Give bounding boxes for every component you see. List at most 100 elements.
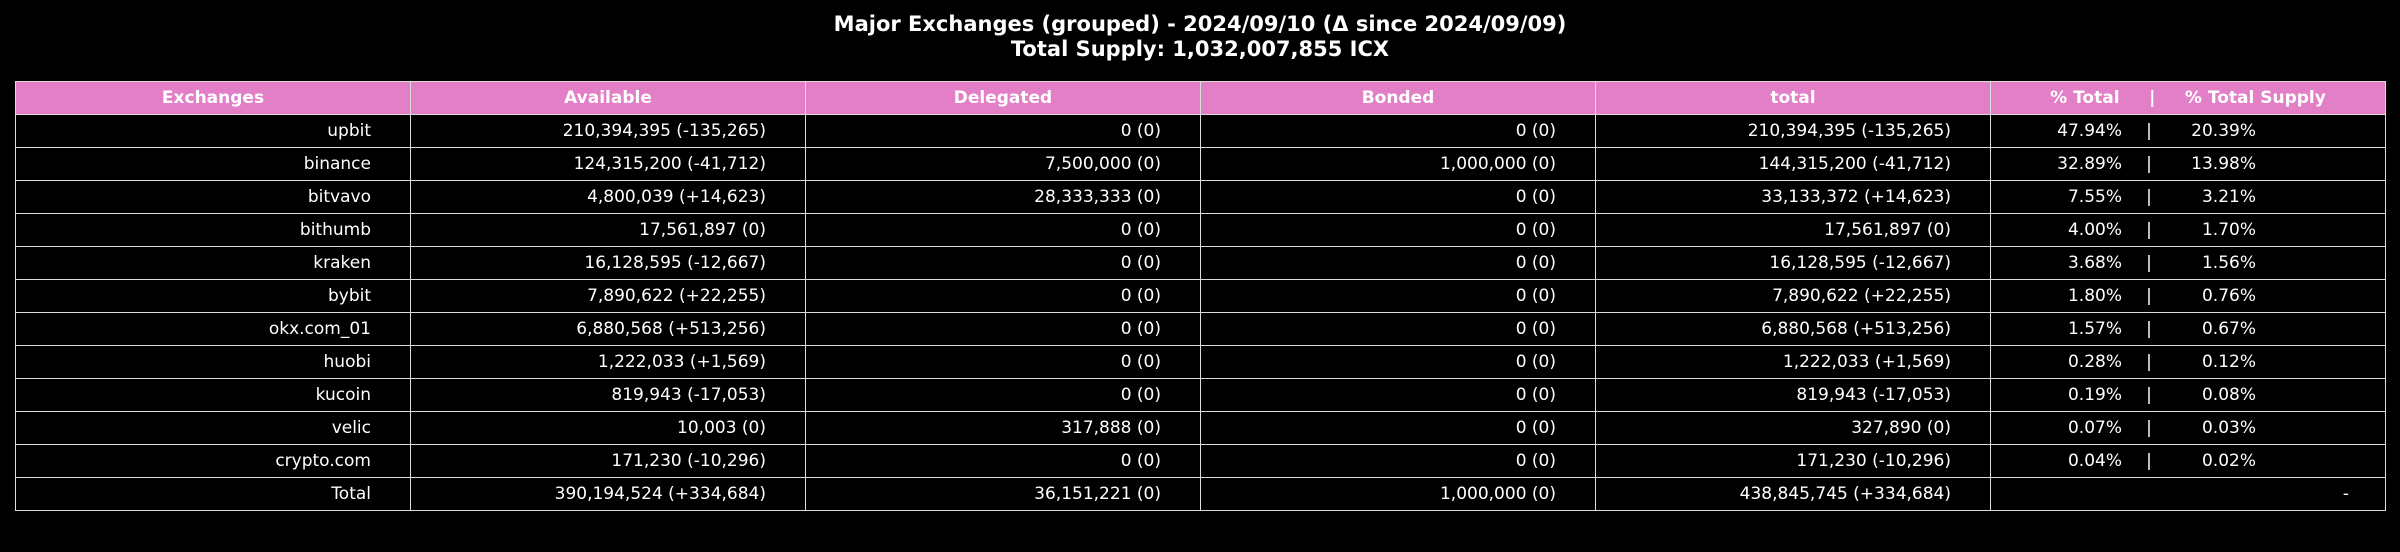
- pct-group: 32.89% | 13.98%: [2032, 154, 2256, 174]
- cell-bonded: 0 (0): [1200, 114, 1596, 148]
- pct-supply-value: 3.21%: [2201, 187, 2256, 207]
- chart-title: Major Exchanges (grouped) - 2024/09/10 (…: [833, 12, 1567, 36]
- cell-delegated: 0 (0): [805, 246, 1201, 280]
- pct-group: 1.80% | 0.76%: [2032, 286, 2256, 306]
- table-row: kraken 16,128,595 (-12,667) 0 (0) 0 (0) 16,1…: [15, 246, 2386, 280]
- pct-group: 0.19% | 0.08%: [2032, 385, 2256, 405]
- table-row: binance 124,315,200 (-41,712) 7,500,000 (0…: [15, 147, 2386, 181]
- pct-supply-value: 1.70%: [2201, 220, 2256, 240]
- cell-delegated: 0 (0): [805, 444, 1201, 478]
- cell-available: 124,315,200 (-41,712): [410, 147, 806, 181]
- cell-delegated: 0 (0): [805, 378, 1201, 412]
- pct-group: 0.07% | 0.03%: [2032, 418, 2256, 438]
- cell-total: 1,222,033 (+1,569): [1595, 345, 1991, 379]
- pct-total-value: 0.19%: [2067, 385, 2122, 405]
- cell-available: 16,128,595 (-12,667): [410, 246, 806, 280]
- pct-separator: |: [2146, 154, 2152, 174]
- pct-group: 0.04% | 0.02%: [2032, 451, 2256, 471]
- table-row: upbit 210,394,395 (-135,265) 0 (0) 0 (0) 210…: [15, 114, 2386, 148]
- col-header-exchanges: Exchanges: [15, 81, 411, 115]
- pct-separator: |: [2146, 418, 2152, 438]
- pct-separator: |: [2146, 121, 2152, 141]
- cell-bonded: 0 (0): [1200, 246, 1596, 280]
- pct-total-value: 1.80%: [2067, 286, 2122, 306]
- pct-separator: |: [2146, 352, 2152, 372]
- table-row: velic 10,003 (0) 317,888 (0) 0 (0) 327,890 (…: [15, 411, 2386, 445]
- col-header-bonded: Bonded: [1200, 81, 1596, 115]
- cell-bonded: 0 (0): [1200, 378, 1596, 412]
- col-header-pct: % Total | % Total Supply: [1990, 81, 2386, 115]
- pct-total-value: 0.07%: [2067, 418, 2122, 438]
- pct-total-value: 3.68%: [2067, 253, 2122, 273]
- cell-exchange: bithumb: [15, 213, 411, 247]
- pct-supply-value: 1.56%: [2201, 253, 2256, 273]
- cell-delegated: 0 (0): [805, 279, 1201, 313]
- total-available: 390,194,524 (+334,684): [410, 477, 806, 511]
- cell-total: 210,394,395 (-135,265): [1595, 114, 1991, 148]
- cell-total: 819,943 (-17,053): [1595, 378, 1991, 412]
- cell-available: 17,561,897 (0): [410, 213, 806, 247]
- cell-delegated: 0 (0): [805, 213, 1201, 247]
- cell-pct: 0.28% | 0.12%: [1990, 345, 2386, 379]
- cell-available: 210,394,395 (-135,265): [410, 114, 806, 148]
- pct-group: 0.28% | 0.12%: [2032, 352, 2256, 372]
- pct-total-value: 32.89%: [2057, 154, 2122, 174]
- pct-separator: |: [2146, 319, 2152, 339]
- pct-total-value: 0.04%: [2067, 451, 2122, 471]
- cell-pct: 32.89% | 13.98%: [1990, 147, 2386, 181]
- pct-supply-value: 0.03%: [2201, 418, 2256, 438]
- cell-exchange: huobi: [15, 345, 411, 379]
- pct-group: 7.55% | 3.21%: [2032, 187, 2256, 207]
- pct-group: 3.68% | 1.56%: [2032, 253, 2256, 273]
- cell-total: 17,561,897 (0): [1595, 213, 1991, 247]
- chart-title-block: Major Exchanges (grouped) - 2024/09/10 (…: [0, 12, 2400, 62]
- cell-total: 171,230 (-10,296): [1595, 444, 1991, 478]
- cell-total: 6,880,568 (+513,256): [1595, 312, 1991, 346]
- col-header-delegated: Delegated: [805, 81, 1201, 115]
- cell-pct: 1.80% | 0.76%: [1990, 279, 2386, 313]
- cell-total: 7,890,622 (+22,255): [1595, 279, 1991, 313]
- table-row: kucoin 819,943 (-17,053) 0 (0) 0 (0) 819,943…: [15, 378, 2386, 412]
- cell-pct: 0.07% | 0.03%: [1990, 411, 2386, 445]
- pct-total-value: 1.57%: [2067, 319, 2122, 339]
- cell-exchange: crypto.com: [15, 444, 411, 478]
- pct-separator: |: [2146, 385, 2152, 405]
- cell-bonded: 0 (0): [1200, 345, 1596, 379]
- cell-bonded: 0 (0): [1200, 279, 1596, 313]
- pct-total-value: 4.00%: [2067, 220, 2122, 240]
- cell-available: 4,800,039 (+14,623): [410, 180, 806, 214]
- table-row: okx.com_01 6,880,568 (+513,256) 0 (0) 0 (0)…: [15, 312, 2386, 346]
- total-row: Total 390,194,524 (+334,684) 36,151,221 (0…: [15, 477, 2386, 511]
- cell-bonded: 1,000,000 (0): [1200, 147, 1596, 181]
- cell-available: 1,222,033 (+1,569): [410, 345, 806, 379]
- cell-pct: 3.68% | 1.56%: [1990, 246, 2386, 280]
- cell-total: 327,890 (0): [1595, 411, 1991, 445]
- table-row: bithumb 17,561,897 (0) 0 (0) 0 (0) 17,561,89…: [15, 213, 2386, 247]
- pct-supply-value: 0.02%: [2201, 451, 2256, 471]
- cell-pct: 47.94% | 20.39%: [1990, 114, 2386, 148]
- pct-separator: |: [2146, 451, 2152, 471]
- cell-delegated: 0 (0): [805, 345, 1201, 379]
- pct-total-value: 7.55%: [2067, 187, 2122, 207]
- pct-total-value: 47.94%: [2057, 121, 2122, 141]
- cell-pct: 0.04% | 0.02%: [1990, 444, 2386, 478]
- pct-total-value: 0.28%: [2067, 352, 2122, 372]
- total-delegated: 36,151,221 (0): [805, 477, 1201, 511]
- cell-total: 144,315,200 (-41,712): [1595, 147, 1991, 181]
- cell-bonded: 0 (0): [1200, 444, 1596, 478]
- table-row: huobi 1,222,033 (+1,569) 0 (0) 0 (0) 1,222,0…: [15, 345, 2386, 379]
- pct-separator: |: [2146, 187, 2152, 207]
- cell-available: 6,880,568 (+513,256): [410, 312, 806, 346]
- cell-exchange: bitvavo: [15, 180, 411, 214]
- total-bonded: 1,000,000 (0): [1200, 477, 1596, 511]
- pct-supply-value: 13.98%: [2191, 154, 2256, 174]
- cell-available: 819,943 (-17,053): [410, 378, 806, 412]
- cell-pct: 4.00% | 1.70%: [1990, 213, 2386, 247]
- cell-bonded: 0 (0): [1200, 180, 1596, 214]
- header-row: Exchanges Available Delegated Bonded tot…: [15, 81, 2386, 115]
- pct-supply-value: 0.08%: [2201, 385, 2256, 405]
- table-row: crypto.com 171,230 (-10,296) 0 (0) 0 (0) 171…: [15, 444, 2386, 478]
- col-header-total: total: [1595, 81, 1991, 115]
- total-total: 438,845,745 (+334,684): [1595, 477, 1991, 511]
